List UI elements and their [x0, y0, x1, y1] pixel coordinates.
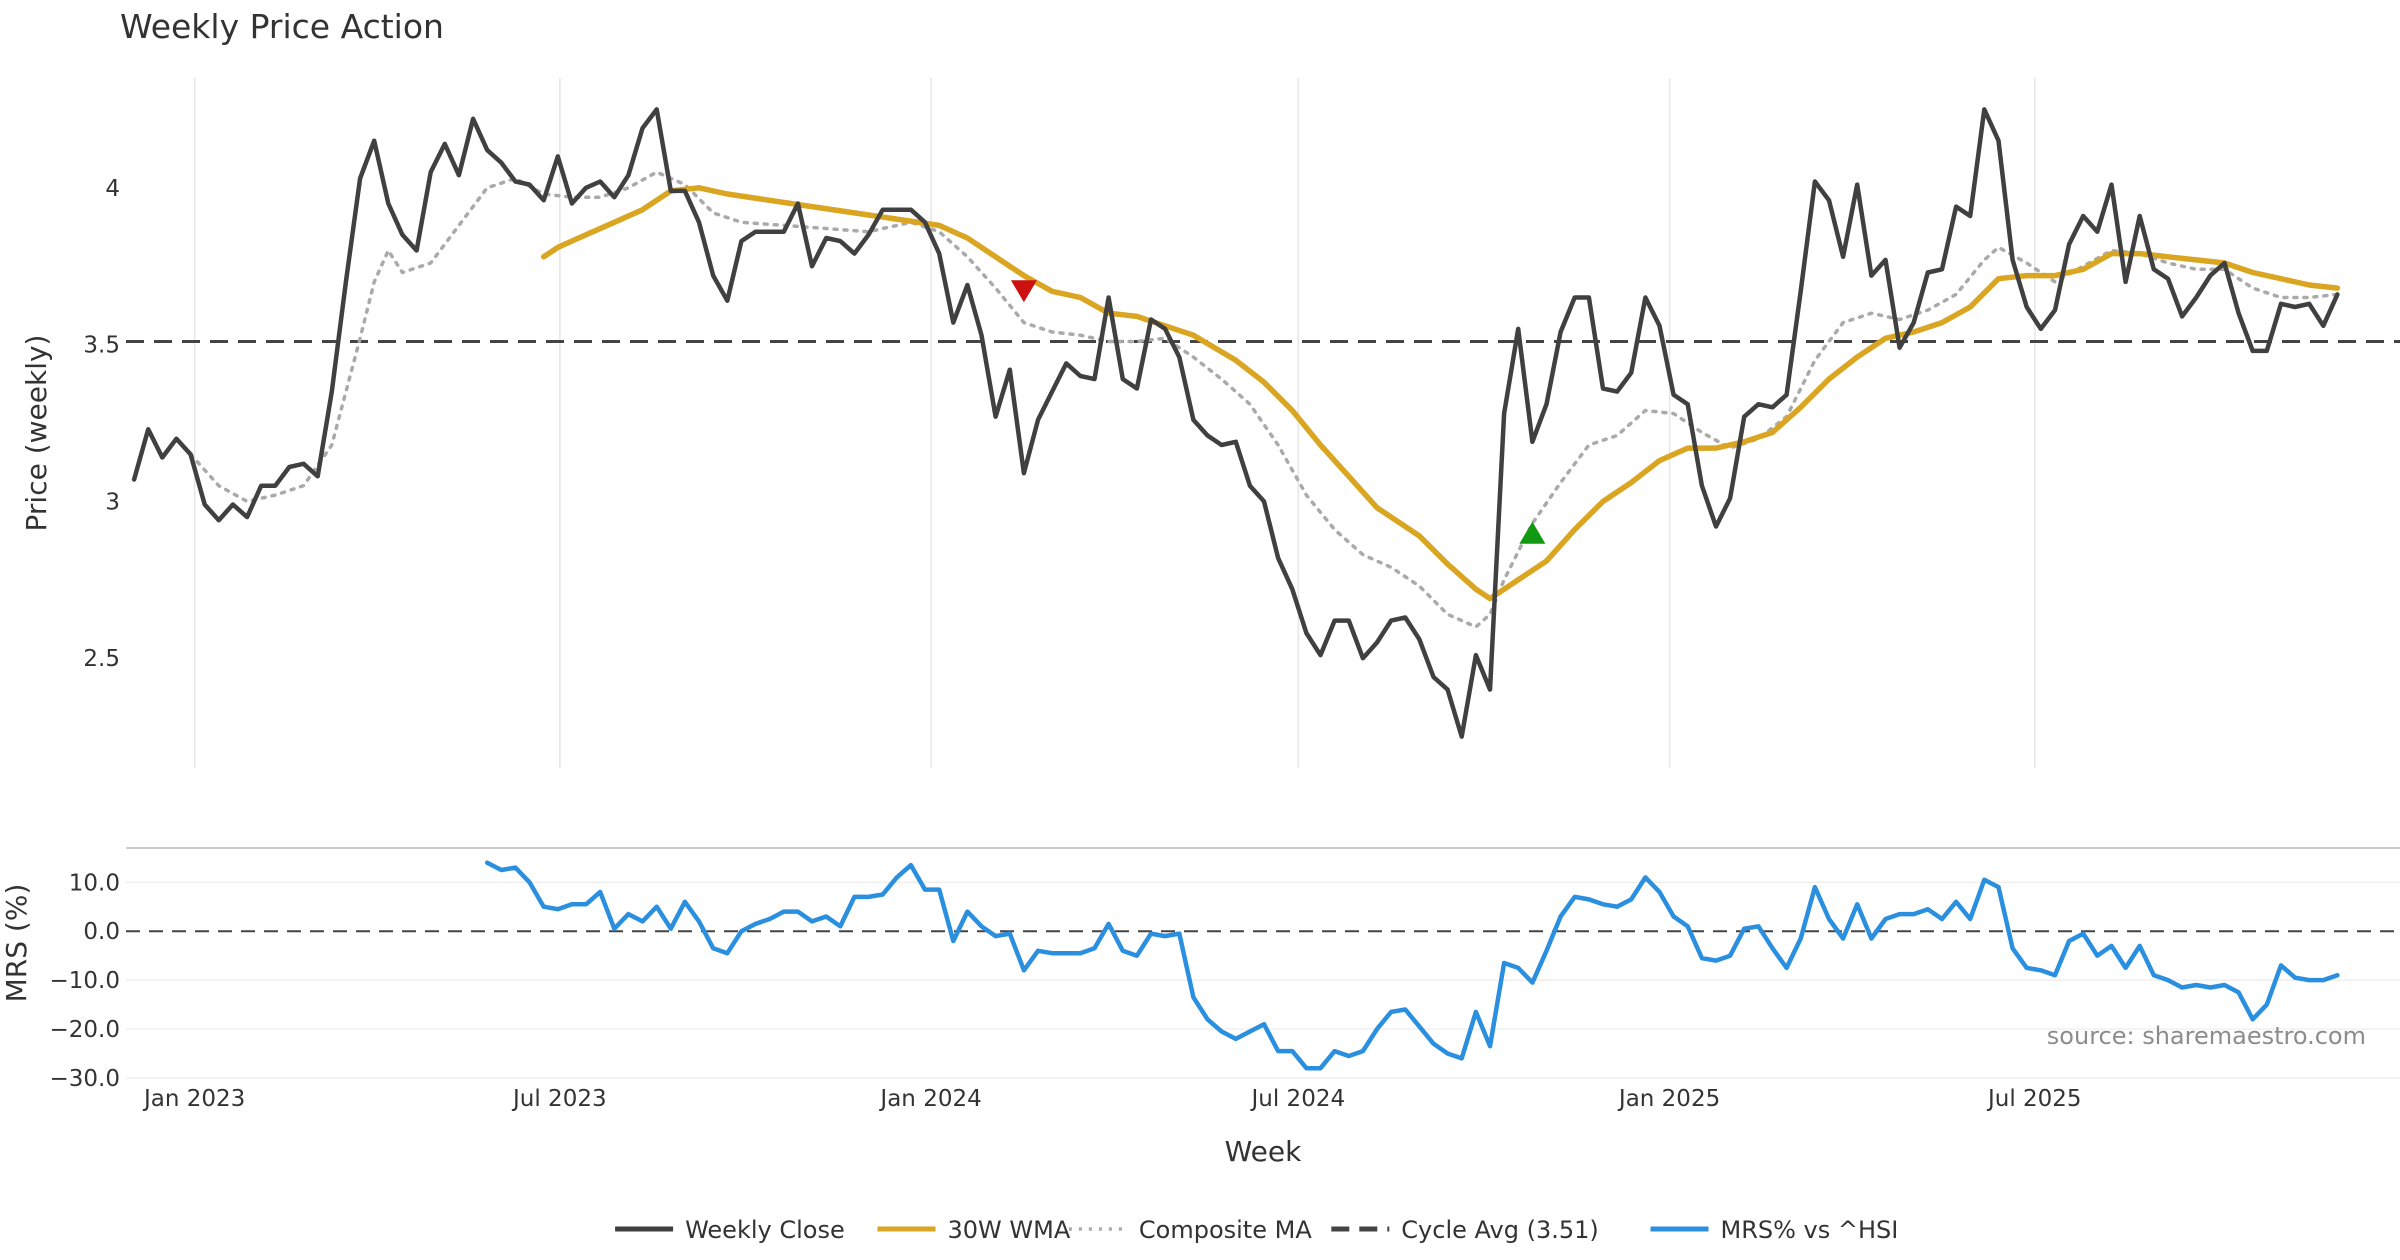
sell-signal-marker — [1010, 280, 1037, 303]
mrs-y-tick-label: −10.0 — [50, 968, 120, 994]
legend-label: Weekly Close — [685, 1216, 845, 1244]
price-y-tick-label: 3 — [105, 489, 120, 515]
x-tick-label: Jan 2023 — [142, 1086, 245, 1112]
x-tick-label: Jan 2025 — [1617, 1086, 1720, 1112]
series-weekly-close-line — [131, 107, 2340, 739]
series-30w-wma-line — [540, 185, 2341, 602]
x-tick-label: Jul 2023 — [511, 1086, 607, 1112]
price-y-tick-label: 2.5 — [83, 646, 120, 672]
buy-signal-marker — [1519, 521, 1546, 544]
x-axis: Jan 2023 Jul 2023 Jan 2024 Jul 2024 Jan 2025… — [142, 1086, 2082, 1112]
mrs-y-tick-label: 0.0 — [83, 919, 120, 945]
price-y-tick-label: 3.5 — [83, 333, 120, 359]
legend-item-composite-ma: Composite MA — [1068, 1216, 1312, 1244]
mrs-y-axis-label: MRS (%) — [0, 884, 33, 1003]
legend-label: Composite MA — [1139, 1216, 1312, 1244]
mrs-panel: −30.0 −20.0 −10.0 0.0 10.0 MRS (%) — [0, 847, 2400, 1092]
legend-item-mrs-vs-hsi: MRS% vs ^HSI — [1650, 1216, 1899, 1244]
series-mrs-vs-hsi-line — [484, 860, 2340, 1071]
x-tick-label: Jul 2025 — [1986, 1086, 2082, 1112]
legend-label: MRS% vs ^HSI — [1721, 1216, 1899, 1244]
legend-label: 30W WMA — [948, 1216, 1071, 1244]
legend-item-cycle-avg-3-51: Cycle Avg (3.51) — [1331, 1216, 1599, 1244]
price-y-tick-label: 4 — [105, 176, 120, 202]
price-y-axis-label: Price (weekly) — [20, 335, 53, 532]
x-tick-label: Jan 2024 — [878, 1086, 981, 1112]
price-panel: 2.5 3 3.5 4 Price (weekly) — [20, 78, 2400, 768]
legend-label: Cycle Avg (3.51) — [1401, 1216, 1598, 1244]
mrs-y-tick-label: −20.0 — [50, 1017, 120, 1043]
legend-item-30w-wma: 30W WMA — [877, 1216, 1071, 1244]
x-tick-label: Jul 2024 — [1250, 1086, 1346, 1112]
x-axis-label: Week — [1225, 1135, 1302, 1168]
series-composite-ma-line — [188, 170, 2340, 629]
legend-item-weekly-close: Weekly Close — [615, 1216, 845, 1244]
chart-title: Weekly Price Action — [120, 7, 444, 46]
source-annotation: source: sharemaestro.com — [2047, 1022, 2366, 1050]
legend: Weekly Close 30W WMA Composite MA Cycle Avg… — [615, 1216, 1898, 1244]
mrs-y-tick-label: −30.0 — [50, 1066, 120, 1092]
mrs-y-tick-label: 10.0 — [69, 870, 120, 896]
